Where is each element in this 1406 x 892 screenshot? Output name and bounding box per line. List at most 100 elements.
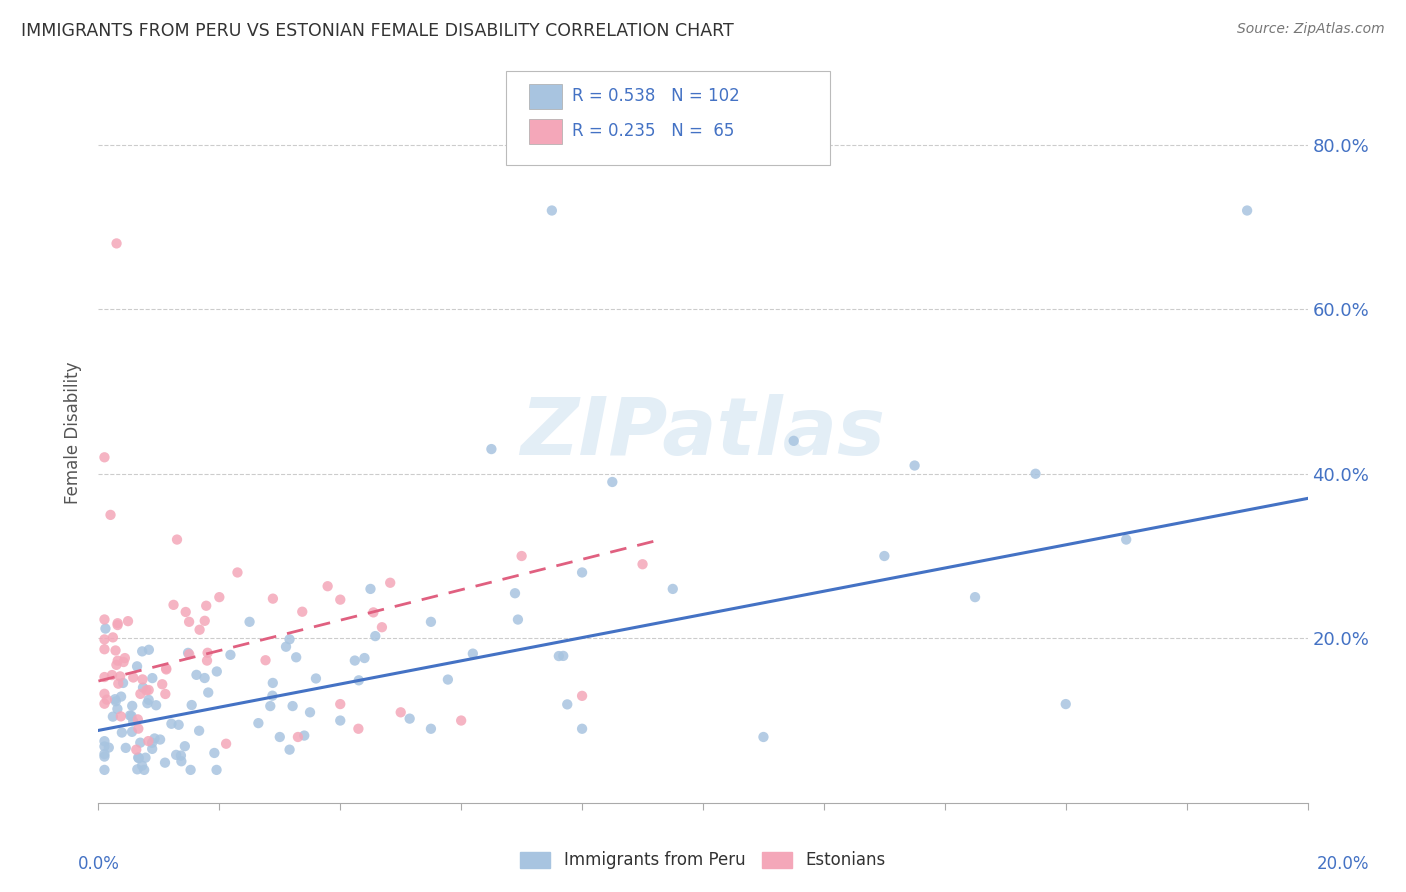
Point — [107, 702, 129, 716]
Point — [291, 605, 314, 619]
Point — [269, 730, 291, 744]
Point — [127, 762, 149, 776]
Point — [132, 681, 155, 695]
Point — [127, 712, 149, 726]
Point — [343, 654, 366, 668]
Point — [186, 668, 208, 682]
Point — [107, 616, 129, 631]
Point — [121, 709, 143, 723]
Point — [131, 644, 153, 658]
Point — [305, 672, 328, 686]
Point — [141, 671, 163, 685]
Point — [179, 615, 201, 629]
Point — [93, 612, 115, 626]
Point — [128, 751, 150, 765]
Point — [131, 673, 153, 687]
Point — [118, 708, 141, 723]
Point — [135, 683, 157, 698]
Point — [131, 758, 153, 772]
Point — [141, 736, 163, 750]
Point — [138, 683, 160, 698]
Point — [571, 689, 593, 703]
Point — [661, 582, 683, 596]
Point — [173, 739, 195, 754]
Point — [97, 740, 120, 755]
Point — [101, 668, 124, 682]
Point — [437, 673, 460, 687]
Point — [114, 740, 136, 755]
Y-axis label: Female Disability: Female Disability — [65, 361, 83, 504]
Point — [107, 654, 129, 668]
Point — [197, 646, 219, 660]
Point — [904, 458, 927, 473]
Point — [117, 614, 139, 628]
Point — [197, 685, 219, 699]
Point — [125, 742, 148, 756]
Point — [194, 614, 217, 628]
Point — [262, 591, 284, 606]
Point — [170, 748, 193, 763]
Point — [134, 750, 156, 764]
Point — [101, 709, 124, 723]
Point — [138, 642, 160, 657]
Point — [571, 566, 593, 580]
Point — [239, 615, 262, 629]
Point — [145, 698, 167, 713]
Point — [105, 657, 128, 672]
Point — [259, 699, 281, 714]
Point — [155, 662, 177, 676]
Point — [180, 763, 202, 777]
Point — [149, 732, 172, 747]
Point — [1054, 697, 1077, 711]
Point — [205, 763, 228, 777]
Point — [165, 747, 187, 762]
Point — [125, 659, 148, 673]
Point — [631, 558, 654, 572]
Point — [104, 694, 127, 708]
Point — [287, 730, 309, 744]
Text: R = 0.538   N = 102: R = 0.538 N = 102 — [572, 87, 740, 105]
Point — [571, 722, 593, 736]
Point — [1236, 203, 1258, 218]
Text: 20.0%: 20.0% — [1316, 855, 1369, 872]
Point — [371, 620, 394, 634]
Point — [292, 729, 315, 743]
Point — [93, 687, 115, 701]
Point — [110, 709, 132, 723]
Point — [316, 579, 339, 593]
Point — [167, 718, 190, 732]
Point — [107, 618, 129, 632]
Point — [93, 450, 115, 465]
Point — [965, 590, 987, 604]
Point — [420, 615, 443, 629]
Point — [114, 651, 136, 665]
Point — [347, 722, 370, 736]
Point — [188, 723, 211, 738]
Point — [503, 586, 526, 600]
Point — [160, 716, 183, 731]
Point — [510, 549, 533, 563]
Point — [162, 598, 184, 612]
Point — [254, 653, 277, 667]
Point — [553, 648, 575, 663]
Point — [127, 722, 149, 736]
Point — [329, 697, 352, 711]
Text: R = 0.235   N =  65: R = 0.235 N = 65 — [572, 122, 734, 140]
Point — [93, 642, 115, 657]
Point — [380, 575, 402, 590]
Point — [281, 699, 304, 714]
Point — [127, 750, 149, 764]
Point — [274, 640, 297, 654]
Point — [262, 676, 284, 690]
Point — [752, 730, 775, 744]
Point — [138, 693, 160, 707]
Point — [179, 647, 201, 661]
Point — [278, 632, 301, 647]
Point — [155, 661, 177, 675]
Point — [94, 622, 117, 636]
Point — [174, 605, 197, 619]
Point — [602, 475, 624, 489]
Point — [420, 722, 443, 736]
Text: ZIPatlas: ZIPatlas — [520, 393, 886, 472]
Point — [93, 749, 115, 764]
